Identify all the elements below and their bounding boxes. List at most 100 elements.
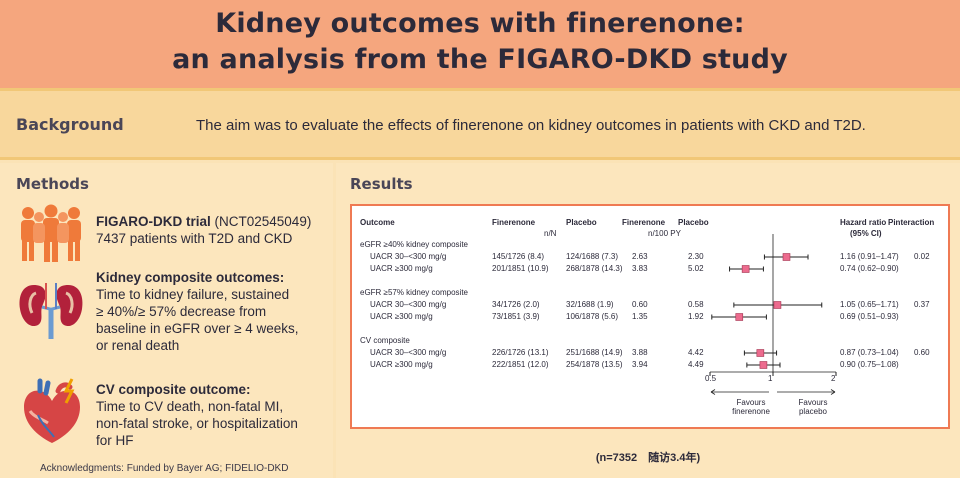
people-group-icon bbox=[21, 204, 81, 262]
favours-left-1: Favours bbox=[736, 398, 766, 407]
trial-patients: 7437 patients with T2D and CKD bbox=[96, 231, 293, 246]
axis-tick-2: 2 bbox=[831, 374, 836, 383]
kidney-heading: Kidney composite outcomes: bbox=[96, 270, 285, 285]
cell-pinteraction: 0.02 bbox=[914, 252, 930, 261]
cell-placebo-rate: 5.02 bbox=[688, 264, 704, 273]
group-label: eGFR ≥57% kidney composite bbox=[360, 288, 468, 297]
background-label: Background bbox=[16, 115, 124, 134]
hr-point bbox=[773, 301, 782, 309]
hr-point bbox=[741, 265, 750, 273]
cell-hazard-ratio: 1.05 (0.65–1.71) bbox=[840, 300, 899, 309]
nn-subheader: n/N bbox=[544, 229, 557, 238]
cell-pinteraction: 0.37 bbox=[914, 300, 930, 309]
favours-placebo-label: Favours placebo bbox=[788, 398, 838, 416]
acknowledgments: Acknowledgments: Funded by Bayer AG; FID… bbox=[40, 463, 289, 474]
methods-section: Methods FIGARO-DKD trial (NCT02545049) 7… bbox=[0, 163, 333, 478]
cell-placebo-rate: 0.58 bbox=[688, 300, 704, 309]
hr-point bbox=[759, 361, 768, 369]
cell-hazard-ratio: 0.87 (0.73–1.04) bbox=[840, 348, 899, 357]
col-outcome-header: Outcome bbox=[360, 218, 395, 227]
cell-hazard-ratio: 0.90 (0.75–1.08) bbox=[840, 360, 899, 369]
ci-header: (95% CI) bbox=[850, 229, 882, 238]
kidney-line-4: or renal death bbox=[96, 338, 180, 353]
col-placebo-rate-header: Placebo bbox=[678, 218, 709, 227]
favours-left-2: finerenone bbox=[732, 407, 770, 416]
kidneys-icon bbox=[19, 283, 83, 339]
cell-placebo-nN: 32/1688 (1.9) bbox=[566, 300, 614, 309]
cv-outcome: CV composite outcome: Time to CV death, … bbox=[96, 381, 298, 449]
cell-hazard-ratio: 0.69 (0.51–0.93) bbox=[840, 312, 899, 321]
row-label: UACR ≥300 mg/g bbox=[370, 312, 433, 321]
favours-right-2: placebo bbox=[798, 407, 828, 416]
cell-placebo-nN: 124/1688 (7.3) bbox=[566, 252, 619, 261]
trial-id: (NCT02545049) bbox=[214, 214, 312, 229]
cell-placebo-nN: 254/1878 (13.5) bbox=[566, 360, 623, 369]
cell-placebo-rate: 1.92 bbox=[688, 312, 704, 321]
kidney-line-2: ≥ 40%/≥ 57% decrease from bbox=[96, 304, 267, 319]
cell-finerenone-rate: 3.88 bbox=[632, 348, 648, 357]
cell-placebo-rate: 4.42 bbox=[688, 348, 704, 357]
cv-heading: CV composite outcome: bbox=[96, 382, 251, 397]
cell-finerenone-nN: 222/1851 (12.0) bbox=[492, 360, 549, 369]
cell-hazard-ratio: 1.16 (0.91–1.47) bbox=[840, 252, 899, 261]
footnote: (n=7352 随访3.4年) bbox=[595, 452, 701, 464]
hr-point bbox=[756, 349, 765, 357]
cell-finerenone-rate: 2.63 bbox=[632, 252, 648, 261]
favours-finerenone-label: Favours finerenone bbox=[726, 398, 776, 416]
group-label: eGFR ≥40% kidney composite bbox=[360, 240, 468, 249]
cell-placebo-rate: 4.49 bbox=[688, 360, 704, 369]
cell-finerenone-nN: 34/1726 (2.0) bbox=[492, 300, 540, 309]
cell-pinteraction: 0.60 bbox=[914, 348, 930, 357]
cv-line-3: for HF bbox=[96, 433, 134, 448]
trial-name: FIGARO-DKD trial bbox=[96, 214, 211, 229]
results-section: Results Outcome Finerenone Placebo Finer… bbox=[336, 163, 960, 478]
axis-tick-0.5: 0.5 bbox=[705, 374, 717, 383]
title-line-2: an analysis from the FIGARO-DKD study bbox=[172, 44, 788, 75]
methods-title: Methods bbox=[16, 175, 89, 193]
row-label: UACR ≥300 mg/g bbox=[370, 360, 433, 369]
cell-finerenone-nN: 145/1726 (8.4) bbox=[492, 252, 545, 261]
cell-finerenone-nN: 73/1851 (3.9) bbox=[492, 312, 540, 321]
cell-finerenone-rate: 1.35 bbox=[632, 312, 648, 321]
cv-line-1: Time to CV death, non-fatal MI, bbox=[96, 399, 284, 414]
group-label: CV composite bbox=[360, 336, 410, 345]
cell-finerenone-rate: 0.60 bbox=[632, 300, 648, 309]
cell-placebo-nN: 106/1878 (5.6) bbox=[566, 312, 619, 321]
favours-right-1: Favours bbox=[798, 398, 828, 407]
row-label: UACR ≥300 mg/g bbox=[370, 264, 433, 273]
row-label: UACR 30–<300 mg/g bbox=[370, 252, 447, 261]
hr-point bbox=[735, 313, 744, 321]
trial-info: FIGARO-DKD trial (NCT02545049) 7437 pati… bbox=[96, 213, 311, 247]
forest-plot-panel: Outcome Finerenone Placebo Finerenone Pl… bbox=[350, 204, 950, 429]
per100-subheader: n/100 PY bbox=[648, 229, 681, 238]
col-finerenone-header: Finerenone bbox=[492, 218, 536, 227]
kidney-outcomes: Kidney composite outcomes: Time to kidne… bbox=[96, 269, 299, 354]
results-title: Results bbox=[350, 175, 413, 193]
cv-line-2: non-fatal stroke, or hospitalization bbox=[96, 416, 298, 431]
row-label: UACR 30–<300 mg/g bbox=[370, 300, 447, 309]
hr-header: Hazard ratio bbox=[840, 218, 887, 227]
row-label: UACR 30–<300 mg/g bbox=[370, 348, 447, 357]
title-line-1: Kidney outcomes with finerenone: bbox=[215, 8, 745, 39]
arrow-head bbox=[710, 389, 716, 395]
hr-point bbox=[782, 253, 791, 261]
axis-tick-1: 1 bbox=[768, 374, 773, 383]
cell-placebo-nN: 251/1688 (14.9) bbox=[566, 348, 623, 357]
background-section: Background The aim was to evaluate the e… bbox=[0, 88, 960, 160]
background-text: The aim was to evaluate the effects of f… bbox=[196, 117, 866, 134]
cell-finerenone-rate: 3.83 bbox=[632, 264, 648, 273]
kidney-line-3: baseline in eGFR over ≥ 4 weeks, bbox=[96, 321, 299, 336]
kidney-line-1: Time to kidney failure, sustained bbox=[96, 287, 290, 302]
col-finerenone-rate-header: Finerenone bbox=[622, 218, 666, 227]
title-banner: Kidney outcomes with finerenone: an anal… bbox=[0, 0, 960, 88]
cell-finerenone-rate: 3.94 bbox=[632, 360, 648, 369]
cell-hazard-ratio: 0.74 (0.62–0.90) bbox=[840, 264, 899, 273]
pint-header: Pinteraction bbox=[888, 218, 935, 227]
cell-placebo-nN: 268/1878 (14.3) bbox=[566, 264, 623, 273]
heart-icon bbox=[24, 378, 80, 443]
cell-placebo-rate: 2.30 bbox=[688, 252, 704, 261]
arrow-head bbox=[830, 389, 836, 395]
cell-finerenone-nN: 226/1726 (13.1) bbox=[492, 348, 549, 357]
cell-finerenone-nN: 201/1851 (10.9) bbox=[492, 264, 549, 273]
col-placebo-header: Placebo bbox=[566, 218, 597, 227]
